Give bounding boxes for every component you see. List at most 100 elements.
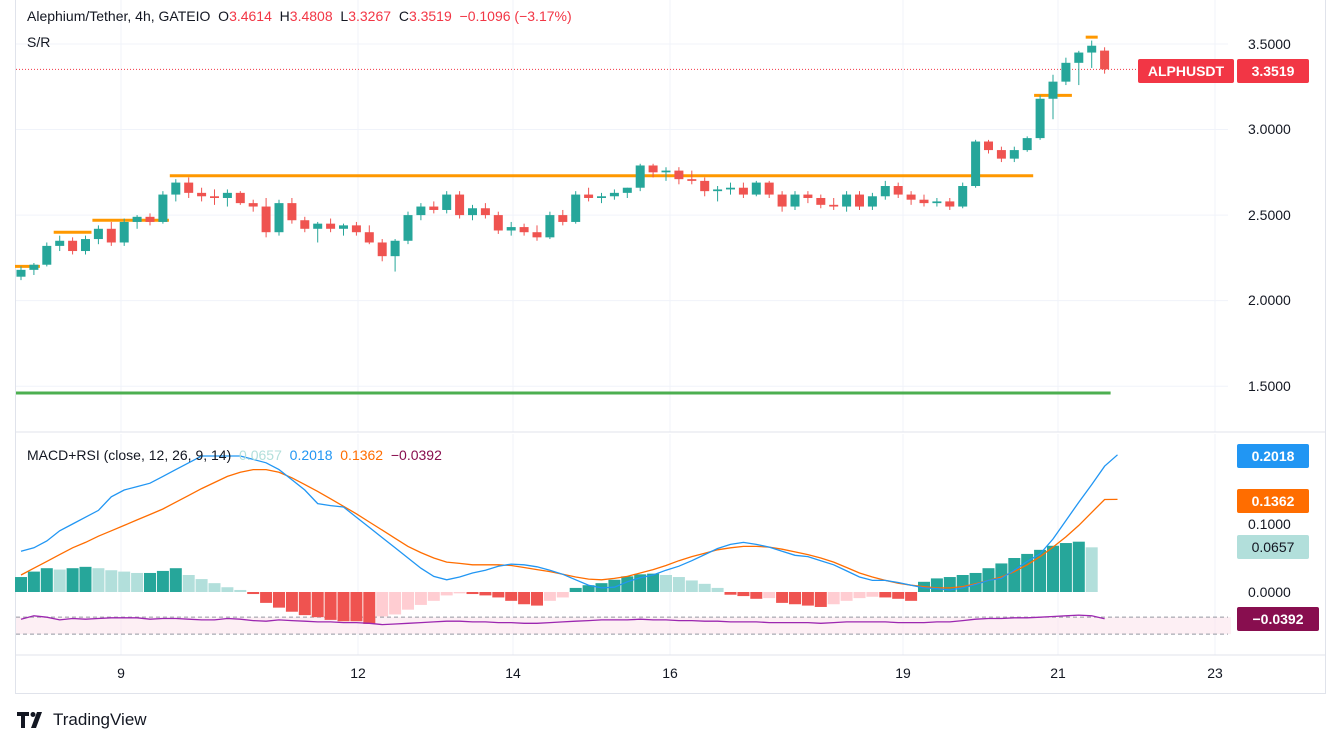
sr-indicator-label[interactable]: S/R — [27, 34, 51, 50]
candle-down — [1100, 50, 1110, 70]
macd-histogram-bar — [698, 583, 711, 592]
candle-down — [106, 228, 116, 243]
indicator-signal-value: 0.1362 — [340, 447, 384, 463]
candle-up — [158, 194, 168, 222]
candle-up — [222, 192, 232, 198]
price-tick: 1.5000 — [1248, 378, 1291, 394]
macd-histogram-bar — [105, 570, 118, 592]
candle-up — [42, 245, 52, 265]
candle-up — [790, 194, 800, 207]
tradingview-logo-icon — [17, 712, 42, 728]
macd-histogram-bar — [466, 592, 479, 595]
macd-histogram-bar — [685, 580, 698, 592]
macd-histogram-bar — [672, 577, 685, 592]
candle-down — [996, 150, 1006, 159]
macd-histogram-bar — [27, 571, 40, 592]
candle-up — [958, 186, 968, 207]
macd-histogram-bar — [930, 578, 943, 592]
candle-down — [429, 206, 439, 210]
macd-histogram-bar — [311, 592, 324, 618]
macd-histogram-bar — [789, 592, 801, 605]
indicator-hist-value: 0.0657 — [239, 447, 282, 463]
price-tick: 2.5000 — [1248, 207, 1291, 223]
macd-histogram-bar — [350, 592, 363, 622]
macd-tag: 0.2018 — [1237, 444, 1309, 468]
ticker-tag: ALPHUSDT — [1138, 59, 1234, 83]
candle-down — [68, 240, 78, 252]
macd-histogram-bar — [1072, 541, 1085, 592]
candle-up — [390, 240, 400, 257]
indicator-macd-value: 0.2018 — [289, 447, 333, 463]
candle-down — [287, 203, 297, 221]
candle-up — [597, 196, 606, 198]
candle-up — [274, 203, 284, 233]
price-tick: 2.0000 — [1248, 292, 1291, 308]
time-tick: 9 — [117, 665, 125, 681]
candle-up — [751, 182, 761, 195]
low-label: L — [340, 8, 349, 24]
candle-down — [893, 186, 903, 195]
candle-down — [764, 182, 774, 195]
candle-down — [519, 227, 529, 233]
candle-down — [674, 170, 684, 180]
tradingview-logo[interactable]: TradingView — [17, 710, 147, 730]
macd-histogram-bar — [905, 592, 918, 601]
macd-histogram-bar — [402, 592, 414, 610]
macd-histogram-bar — [118, 571, 131, 592]
symbol-header: Alephium/Tether, 4h, GATEIO O3.4614 H3.4… — [27, 8, 572, 24]
macd-histogram-bar — [827, 592, 840, 605]
open-value: 3.4614 — [229, 8, 272, 24]
macd-histogram-bar — [776, 592, 789, 603]
macd-histogram-bar — [156, 570, 169, 592]
candle-up — [661, 170, 671, 173]
candle-down — [326, 223, 336, 229]
macd-histogram-bar — [131, 572, 144, 592]
macd-histogram-bar — [711, 587, 724, 592]
time-tick: 21 — [1050, 665, 1066, 681]
candle-up — [1035, 98, 1045, 139]
macd-histogram-bar — [879, 592, 892, 598]
macd-histogram-bar — [208, 583, 221, 592]
macd-histogram-bar — [531, 592, 543, 606]
indicator-tick: 0.0000 — [1248, 584, 1291, 600]
candle-up — [442, 194, 452, 210]
candle-up — [1009, 150, 1019, 159]
candle-up — [932, 201, 942, 204]
high-label: H — [279, 8, 290, 24]
macd-histogram-bar — [724, 592, 737, 595]
candle-down — [261, 206, 271, 233]
macd-histogram-bar — [1047, 545, 1059, 592]
candle-down — [558, 215, 568, 222]
candle-up — [571, 194, 581, 222]
candle-up — [1061, 62, 1071, 82]
macd-histogram-bar — [866, 592, 879, 597]
macd-histogram-bar — [182, 575, 195, 592]
macd-histogram-bar — [543, 592, 556, 601]
macd-histogram-bar — [195, 579, 208, 592]
macd-histogram-bar — [260, 592, 273, 603]
candle-down — [738, 187, 748, 195]
candle-down — [919, 199, 929, 204]
high-value: 3.4808 — [289, 8, 333, 24]
macd-histogram-bar — [969, 572, 982, 592]
macd-histogram-bar — [15, 577, 27, 592]
macd-histogram-bar — [389, 592, 402, 615]
macd-histogram-bar — [892, 592, 905, 599]
candle-down — [584, 194, 594, 198]
macd-histogram-bar — [1085, 547, 1098, 592]
macd-histogram-bar — [1059, 543, 1072, 592]
candle-up — [635, 165, 645, 188]
indicator-rsi-value: −0.0392 — [390, 447, 442, 463]
chart-frame — [15, 0, 1326, 694]
macd-histogram-bar — [492, 592, 505, 598]
price-tick: 3.5000 — [1248, 36, 1291, 52]
macd-histogram-bar — [40, 568, 53, 592]
candle-up — [609, 192, 619, 197]
candle-down — [210, 196, 219, 198]
macd-histogram-bar — [440, 592, 453, 596]
time-tick: 14 — [505, 665, 521, 681]
macd-histogram-bar — [1021, 553, 1034, 592]
signal-tag: 0.1362 — [1237, 489, 1309, 513]
macd-histogram-bar — [750, 592, 763, 599]
